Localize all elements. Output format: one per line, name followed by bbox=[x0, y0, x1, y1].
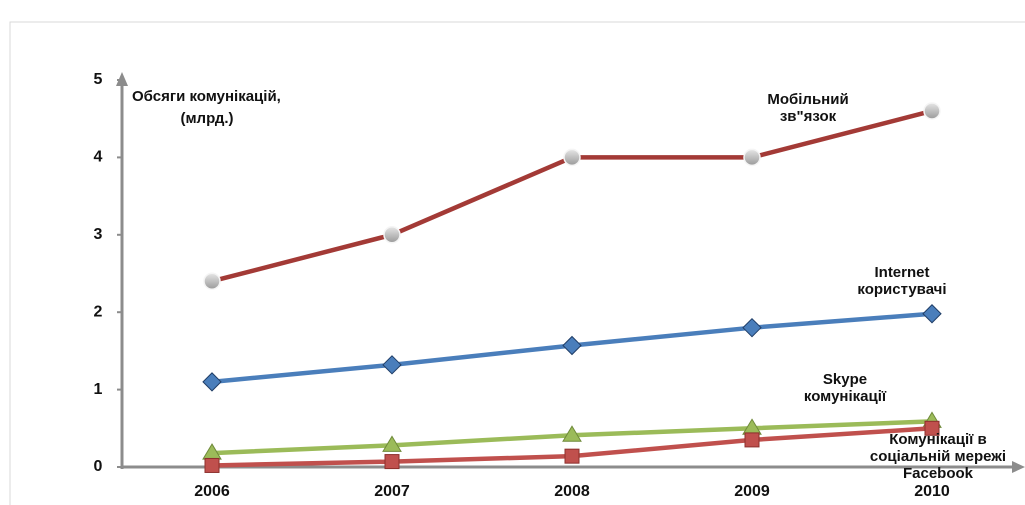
point bbox=[383, 226, 401, 244]
series-label-line: Комунікації в bbox=[889, 431, 986, 448]
x-tick-label: 2009 bbox=[734, 483, 770, 500]
point bbox=[204, 457, 220, 473]
point bbox=[922, 304, 942, 324]
point bbox=[924, 420, 940, 436]
series-line bbox=[211, 108, 933, 284]
series-label-line: користувачі bbox=[857, 281, 946, 298]
point bbox=[203, 272, 221, 290]
y-axis-label: Обсяги комунікацій, (млрд.) bbox=[132, 88, 281, 127]
y-tick-label: 2 bbox=[94, 303, 103, 320]
y-tick-label: 3 bbox=[94, 226, 103, 243]
point bbox=[563, 148, 581, 167]
series-label-line: Skype bbox=[823, 371, 867, 388]
x-tick-label: 2007 bbox=[374, 483, 410, 500]
series-label: Internet користувачі bbox=[857, 264, 946, 298]
series-label: Комунікації в соціальній мережі Facebook bbox=[870, 431, 1006, 482]
y-tick-label: 0 bbox=[94, 458, 103, 475]
series-label-line: Мобільний bbox=[767, 91, 848, 108]
chart-frame bbox=[9, 21, 1025, 505]
x-tick-label: 2010 bbox=[914, 483, 950, 500]
series-label-line: Internet bbox=[874, 264, 929, 281]
point bbox=[743, 148, 761, 167]
series-label-line: комунікації bbox=[804, 388, 887, 405]
point bbox=[923, 102, 941, 120]
y-axis-label-line: Обсяги комунікацій, bbox=[132, 88, 281, 105]
point bbox=[382, 435, 402, 452]
series-label: Skype комунікації bbox=[804, 371, 887, 405]
x-tick-label: 2006 bbox=[194, 483, 230, 500]
y-tick-label: 1 bbox=[94, 381, 103, 398]
point bbox=[742, 317, 762, 338]
series-label-line: Facebook bbox=[903, 465, 974, 482]
y-tick-label: 5 bbox=[94, 71, 103, 88]
point bbox=[202, 372, 222, 392]
series-label: Мобільний зв"язок bbox=[767, 91, 848, 125]
point bbox=[384, 454, 400, 470]
point bbox=[564, 448, 580, 464]
point bbox=[382, 355, 402, 375]
series-label-line: зв"язок bbox=[780, 108, 837, 125]
x-axis-arrow bbox=[1012, 461, 1025, 473]
y-axis-label-line: (млрд.) bbox=[180, 110, 233, 127]
x-tick-label: 2008 bbox=[554, 483, 590, 500]
point bbox=[562, 335, 582, 356]
series-label-line: соціальній мережі bbox=[870, 448, 1006, 465]
point bbox=[562, 425, 582, 442]
point bbox=[744, 432, 760, 448]
y-tick-label: 4 bbox=[94, 149, 103, 166]
